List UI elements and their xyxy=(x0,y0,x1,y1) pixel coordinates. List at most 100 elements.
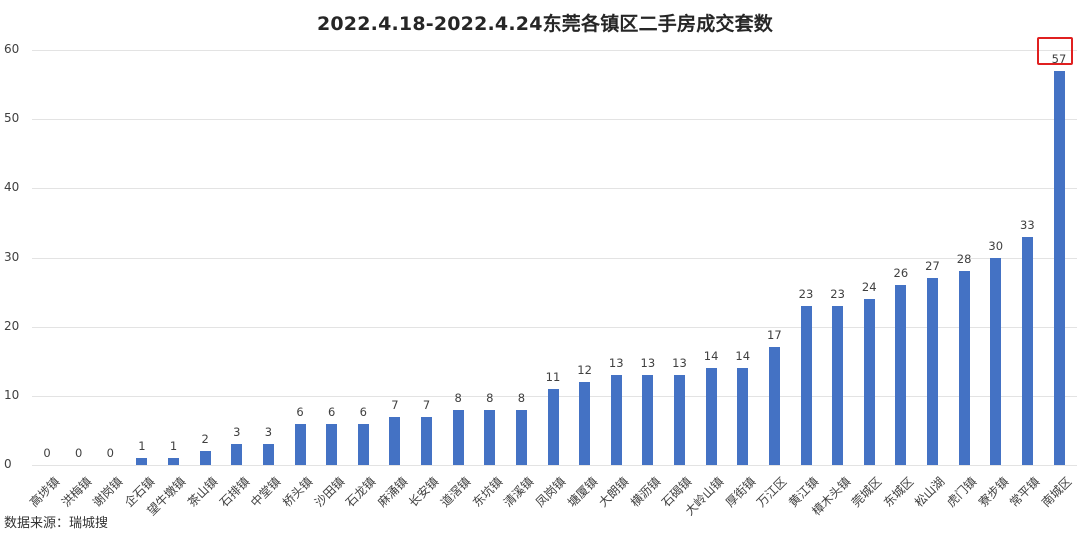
bar-value-label: 8 xyxy=(486,390,494,405)
x-axis-category-label: 长安镇 xyxy=(406,474,442,510)
bar xyxy=(579,382,591,465)
y-axis-tick-label: 20 xyxy=(4,318,20,333)
gridline xyxy=(32,257,1077,259)
bar xyxy=(642,375,654,465)
x-axis-category-label: 寮步镇 xyxy=(975,474,1012,510)
bar-value-label: 1 xyxy=(138,439,146,454)
x-axis-category-label: 谢岗镇 xyxy=(90,474,126,510)
bar-value-label: 8 xyxy=(517,390,526,405)
x-axis-category-label: 桥头镇 xyxy=(279,474,316,510)
bar xyxy=(863,299,875,465)
bar-value-label: 1 xyxy=(169,439,178,454)
bar-value-label: 13 xyxy=(608,356,624,371)
bar xyxy=(674,375,685,465)
bar xyxy=(895,285,907,465)
bar xyxy=(515,409,527,465)
x-axis-category-label: 塘厦镇 xyxy=(564,474,600,510)
bar-value-label: 33 xyxy=(1020,217,1035,232)
bar-value-label: 3 xyxy=(264,425,273,440)
bar-value-label: 11 xyxy=(545,369,561,384)
bar xyxy=(768,347,780,465)
x-axis-category-label: 沙田镇 xyxy=(311,474,347,510)
x-axis-category-label: 道滘镇 xyxy=(438,474,474,510)
bar xyxy=(452,409,464,465)
y-axis-tick-label: 60 xyxy=(4,42,20,56)
bar-value-label: 0 xyxy=(74,446,83,460)
x-axis-category-label: 万江区 xyxy=(754,474,790,510)
x-axis-category-label: 莞城区 xyxy=(849,474,885,510)
bar-value-label: 6 xyxy=(359,404,367,419)
bar-value-label: 13 xyxy=(672,356,687,371)
bar xyxy=(927,278,938,465)
x-axis-category-label: 麻涌镇 xyxy=(374,474,411,510)
gridline xyxy=(32,119,1077,121)
bar xyxy=(136,458,148,465)
bar xyxy=(990,257,1002,465)
bar xyxy=(547,388,559,465)
bar xyxy=(958,271,970,465)
bar-value-label: 2 xyxy=(201,432,209,447)
bar-value-label: 3 xyxy=(233,425,241,440)
bar-value-label: 7 xyxy=(391,397,399,412)
bar-value-label: 13 xyxy=(640,356,656,371)
x-axis-category-label: 高埗镇 xyxy=(26,474,63,510)
x-axis-category-label: 凤岗镇 xyxy=(532,474,569,510)
x-axis-category-label: 横沥镇 xyxy=(627,474,664,510)
bar-value-label: 8 xyxy=(454,390,462,405)
x-axis-category-label: 东城区 xyxy=(880,474,917,510)
x-axis-category-label: 洪梅镇 xyxy=(58,474,94,510)
bar-value-label: 24 xyxy=(861,280,877,294)
data-source-note: 数据来源：瑞城搜 xyxy=(4,516,109,531)
chart-title: 2022.4.18-2022.4.24东莞各镇区二手房成交套数 xyxy=(316,13,774,35)
bar-value-label: 14 xyxy=(703,349,719,364)
x-axis-category-label: 大朗镇 xyxy=(596,474,632,510)
bar xyxy=(421,416,432,465)
bar-value-label: 6 xyxy=(327,404,336,419)
gridline xyxy=(32,465,1077,466)
bar xyxy=(737,368,749,465)
bar xyxy=(231,444,243,465)
bar xyxy=(168,458,179,465)
max-value-highlight-box xyxy=(1037,37,1073,65)
x-axis-category-label: 虎门镇 xyxy=(944,474,980,510)
x-axis-category-label: 东坑镇 xyxy=(469,474,506,510)
bar xyxy=(294,423,306,465)
bar xyxy=(1021,236,1033,465)
x-axis-category-label: 石排镇 xyxy=(216,474,253,510)
bar-value-label: 6 xyxy=(296,404,304,419)
bar xyxy=(389,416,401,465)
bar-value-label: 12 xyxy=(577,363,592,377)
bar xyxy=(610,375,622,465)
bar xyxy=(199,451,211,465)
bar xyxy=(484,409,496,465)
bar-value-label: 57 xyxy=(1051,51,1067,66)
bar-value-label: 23 xyxy=(830,286,845,301)
bar-value-label: 0 xyxy=(106,446,114,460)
y-axis-tick-label: 50 xyxy=(4,111,20,126)
bar xyxy=(357,423,369,465)
gridline xyxy=(32,188,1077,190)
x-axis-category-label: 松山湖 xyxy=(912,474,948,510)
bar xyxy=(800,305,812,465)
x-axis-category-label: 南城区 xyxy=(1038,474,1075,510)
x-axis-category-label: 石龙镇 xyxy=(343,474,379,510)
bar xyxy=(705,368,717,465)
x-axis-category-label: 厚街镇 xyxy=(722,474,759,510)
bar-value-label: 17 xyxy=(767,328,782,343)
gridline xyxy=(32,50,1077,51)
x-axis-category-label: 茶山镇 xyxy=(185,474,221,510)
x-axis-category-label: 清溪镇 xyxy=(501,474,537,510)
bar-value-label: 0 xyxy=(43,446,51,460)
y-axis-tick-label: 30 xyxy=(4,249,20,264)
gridline xyxy=(32,326,1077,328)
bar-value-label: 23 xyxy=(798,286,814,301)
bar-value-label: 27 xyxy=(925,259,940,274)
bar-value-label: 14 xyxy=(735,349,751,364)
bar xyxy=(262,444,274,465)
bar-value-label: 7 xyxy=(422,397,431,412)
y-axis-tick-label: 10 xyxy=(4,387,20,402)
y-axis-tick-label: 0 xyxy=(4,457,12,471)
bar xyxy=(1053,70,1065,465)
bar xyxy=(326,423,338,465)
